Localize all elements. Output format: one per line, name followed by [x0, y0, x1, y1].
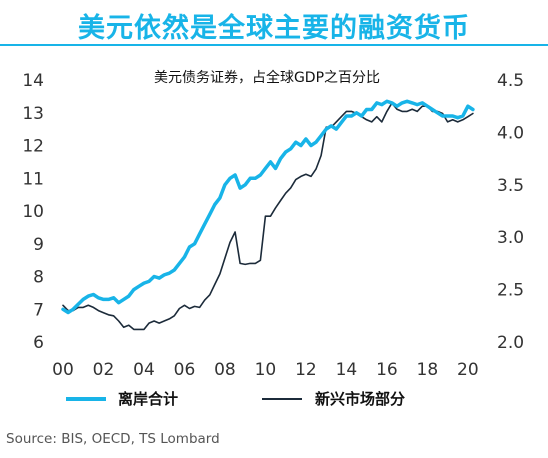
chart-title: 美元债务证券，占全球GDP之百分比: [154, 69, 380, 86]
x-tick-label: 06: [174, 360, 196, 380]
x-tick-label: 18: [417, 360, 439, 380]
right-tick-label: 3.5: [497, 176, 524, 196]
title-divider: [0, 44, 548, 46]
left-tick-label: 10: [22, 202, 44, 222]
right-tick-label: 2.5: [497, 281, 524, 301]
x-tick-label: 20: [457, 360, 479, 380]
legend-label-offshore: 离岸合计: [118, 390, 178, 408]
right-tick-label: 2.0: [497, 333, 524, 353]
plot-lines: [61, 99, 475, 331]
left-tick-label: 13: [22, 104, 44, 124]
right-tick-label: 4.5: [497, 71, 524, 91]
left-tick-label: 9: [33, 235, 44, 255]
left-tick-label: 8: [33, 268, 44, 288]
right-tick-label: 3.0: [497, 228, 524, 248]
left-axis-ticks: 6 7 8 9 10 11 12 13 14: [22, 71, 44, 353]
left-tick-label: 6: [33, 333, 44, 353]
legend-label-em: 新兴市场部分: [315, 390, 405, 408]
source-note: Source: BIS, OECD, TS Lombard: [6, 431, 220, 447]
x-tick-label: 16: [376, 360, 398, 380]
x-axis-ticks: 00 02 04 06 08 10 12 14 16 18 20: [52, 360, 478, 380]
series-line-offshore: [61, 99, 475, 315]
x-tick-label: 08: [214, 360, 236, 380]
x-tick-label: 00: [52, 360, 74, 380]
x-tick-label: 10: [255, 360, 277, 380]
left-tick-label: 11: [22, 169, 44, 189]
series-line-em: [62, 102, 474, 331]
right-axis-ticks: 2.0 2.5 3.0 3.5 4.0 4.5: [497, 71, 524, 353]
legend: 离岸合计 新兴市场部分: [66, 390, 405, 408]
left-tick-label: 7: [33, 300, 44, 320]
x-tick-label: 02: [93, 360, 115, 380]
x-tick-label: 12: [295, 360, 317, 380]
x-tick-label: 04: [133, 360, 155, 380]
left-tick-label: 12: [22, 137, 44, 157]
left-tick-label: 14: [22, 71, 44, 91]
page-title: 美元依然是全球主要的融资货币: [78, 13, 470, 44]
right-tick-label: 4.0: [497, 123, 524, 143]
x-tick-label: 14: [336, 360, 358, 380]
